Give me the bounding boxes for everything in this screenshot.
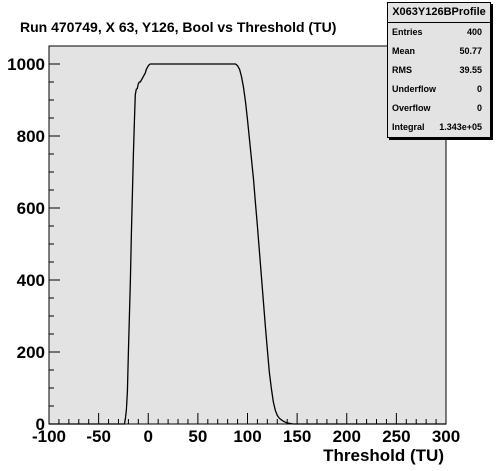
stats-label: Overflow	[392, 103, 431, 113]
chart-title: Run 470749, X 63, Y126, Bool vs Threshol…	[20, 19, 336, 35]
axis-tick-labels: -100 -50 0 50 100 150 200 250 300 0 200 400 600 800 10…	[7, 55, 460, 446]
x-tick-label: 250	[382, 427, 410, 446]
y-tick-label: 1000	[7, 55, 45, 74]
x-axis-label: Threshold (TU)	[323, 446, 444, 465]
y-tick-label: 600	[17, 199, 45, 218]
x-tick-label: 0	[144, 427, 153, 446]
stats-label: Integral	[392, 122, 425, 132]
stats-row-overflow: Overflow 0	[388, 99, 490, 118]
x-tick-label: 300	[432, 427, 460, 446]
stats-value: 1.343e+05	[439, 122, 482, 132]
stats-row-rms: RMS 39.55	[388, 61, 490, 80]
x-tick-label: -50	[86, 427, 111, 446]
stats-row-integral: Integral 1.343e+05	[388, 118, 490, 137]
x-tick-label: -100	[32, 427, 66, 446]
y-tick-label: 400	[17, 271, 45, 290]
stats-row-underflow: Underflow 0	[388, 80, 490, 99]
y-tick-label: 200	[17, 343, 45, 362]
stats-label: Mean	[392, 46, 416, 56]
stats-value: 39.55	[459, 65, 482, 75]
plot-frame	[48, 45, 447, 425]
x-tick-label: 200	[333, 427, 361, 446]
x-tick-label: 150	[283, 427, 311, 446]
stats-row-entries: Entries 400	[388, 23, 490, 42]
stats-box: X063Y126BProfile Entries 400 Mean 50.77 …	[387, 2, 491, 138]
stats-value: 0	[476, 103, 482, 113]
stats-label: Entries	[392, 27, 423, 37]
x-tick-label: 50	[188, 427, 207, 446]
stats-label: RMS	[392, 65, 412, 75]
y-tick-label: 800	[17, 127, 45, 146]
stats-value: 50.77	[459, 46, 482, 56]
stats-title: X063Y126BProfile	[388, 3, 490, 23]
y-tick-label: 0	[36, 415, 45, 434]
stats-value: 0	[476, 84, 482, 94]
stats-label: Underflow	[392, 84, 436, 94]
stats-value: 400	[466, 27, 482, 37]
stats-row-mean: Mean 50.77	[388, 42, 490, 61]
x-tick-label: 100	[233, 427, 261, 446]
axis-ticks	[48, 45, 447, 425]
series-line	[49, 63, 446, 425]
